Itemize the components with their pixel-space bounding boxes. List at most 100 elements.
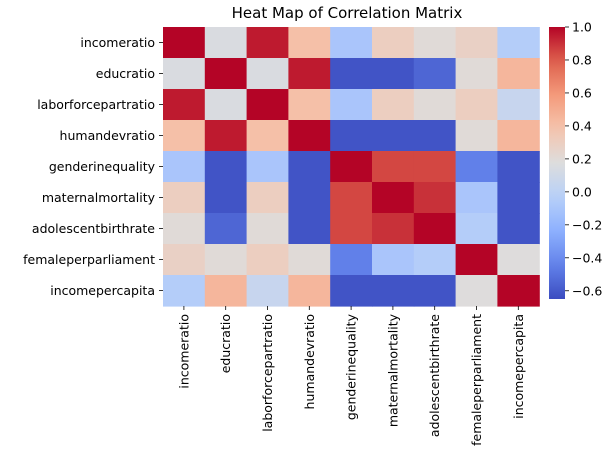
heatmap-cell-laborforcepartratio-incomeratio bbox=[163, 89, 206, 121]
heatmap-cell-incomeratio-adolescentbirthrate bbox=[413, 27, 457, 59]
y-tick-label: adolescentbirthrate bbox=[32, 221, 155, 236]
heatmap-cell-adolescentbirthrate-genderinequality bbox=[330, 213, 373, 245]
heatmap-cell-femaleperparliament-humandevratio bbox=[288, 244, 331, 276]
heatmap-cell-femaleperparliament-laborforcepartratio bbox=[246, 244, 289, 276]
y-tick-label: humandevratio bbox=[60, 128, 155, 143]
heatmap-cell-femaleperparliament-femaleperparliament bbox=[455, 244, 498, 276]
heatmap-cell-incomepercapita-incomeratio bbox=[163, 275, 206, 307]
y-tick-label: laborforcepartratio bbox=[37, 97, 155, 112]
heatmap-cell-maternalmortality-humandevratio bbox=[288, 182, 331, 214]
heatmap-cell-incomeratio-incomeratio bbox=[163, 27, 206, 59]
heatmap-cell-genderinequality-incomeratio bbox=[163, 151, 206, 183]
heatmap-cell-adolescentbirthrate-humandevratio bbox=[288, 213, 331, 245]
heatmap-cell-laborforcepartratio-incomepercapita bbox=[497, 89, 540, 121]
heatmap-cell-laborforcepartratio-humandevratio bbox=[288, 89, 331, 121]
heatmap-cell-educratio-educratio bbox=[204, 58, 248, 90]
heatmap-cell-maternalmortality-laborforcepartratio bbox=[246, 182, 289, 214]
heatmap-cell-maternalmortality-adolescentbirthrate bbox=[413, 182, 457, 214]
heatmap-cell-incomepercapita-incomepercapita bbox=[497, 275, 540, 307]
heatmap-cell-humandevratio-adolescentbirthrate bbox=[413, 120, 457, 152]
x-tick-label: educratio bbox=[218, 314, 233, 373]
heatmap-cell-genderinequality-educratio bbox=[204, 151, 248, 183]
heatmap-cell-educratio-femaleperparliament bbox=[455, 58, 498, 90]
heatmap-cell-genderinequality-laborforcepartratio bbox=[246, 151, 289, 183]
heatmap-cell-femaleperparliament-adolescentbirthrate bbox=[413, 244, 457, 276]
heatmap-cell-adolescentbirthrate-femaleperparliament bbox=[455, 213, 498, 245]
heatmap-cell-genderinequality-adolescentbirthrate bbox=[413, 151, 457, 183]
heatmap-cell-educratio-incomeratio bbox=[163, 58, 206, 90]
heatmap-cell-adolescentbirthrate-adolescentbirthrate bbox=[413, 213, 457, 245]
heatmap-cell-incomepercapita-humandevratio bbox=[288, 275, 331, 307]
heatmap-cell-educratio-laborforcepartratio bbox=[246, 58, 289, 90]
heatmap-cell-genderinequality-maternalmortality bbox=[372, 151, 415, 183]
heatmap-cell-laborforcepartratio-adolescentbirthrate bbox=[413, 89, 457, 121]
colorbar: 1.0 0.8 0.6 0.4 0.2 0.0 −0.2 −0.4 −0.6 bbox=[549, 20, 602, 299]
heatmap-cell-femaleperparliament-incomepercapita bbox=[497, 244, 540, 276]
x-tick-label: laborforcepartratio bbox=[260, 314, 275, 432]
heatmap-cell-incomeratio-laborforcepartratio bbox=[246, 27, 289, 59]
heatmap-cell-maternalmortality-incomepercapita bbox=[497, 182, 540, 214]
y-tick-label: maternalmortality bbox=[42, 190, 156, 205]
heatmap-cell-laborforcepartratio-maternalmortality bbox=[372, 89, 415, 121]
heatmap-cell-adolescentbirthrate-incomepercapita bbox=[497, 213, 540, 245]
x-tick-label: incomeratio bbox=[176, 314, 191, 389]
colorbar-tick-label: 0.6 bbox=[572, 85, 592, 100]
colorbar-tick-label: 0.2 bbox=[572, 151, 592, 166]
heatmap-cell-genderinequality-incomepercapita bbox=[497, 151, 540, 183]
heatmap-cell-genderinequality-humandevratio bbox=[288, 151, 331, 183]
y-tick-label: femaleperparliament bbox=[23, 252, 155, 267]
heatmap-cell-maternalmortality-genderinequality bbox=[330, 182, 373, 214]
heatmap-cell-incomeratio-humandevratio bbox=[288, 27, 331, 59]
heatmap-cell-incomepercapita-laborforcepartratio bbox=[246, 275, 289, 307]
y-tick-label: incomeratio bbox=[80, 35, 155, 50]
heatmap-cell-humandevratio-incomepercapita bbox=[497, 120, 540, 152]
heatmap-cell-maternalmortality-educratio bbox=[204, 182, 248, 214]
heatmap-cell-adolescentbirthrate-maternalmortality bbox=[372, 213, 415, 245]
heatmap-cell-humandevratio-educratio bbox=[204, 120, 248, 152]
heatmap-cell-incomeratio-incomepercapita bbox=[497, 27, 540, 59]
colorbar-tick-label: −0.6 bbox=[572, 283, 602, 298]
heatmap-cell-maternalmortality-maternalmortality bbox=[372, 182, 415, 214]
heatmap-cell-laborforcepartratio-femaleperparliament bbox=[455, 89, 498, 121]
heatmap-cell-maternalmortality-femaleperparliament bbox=[455, 182, 498, 214]
y-tick-label: genderinequality bbox=[49, 159, 156, 174]
x-tick-label: humandevratio bbox=[302, 314, 317, 409]
heatmap-cell-humandevratio-humandevratio bbox=[288, 120, 331, 152]
colorbar-tick-label: 0.4 bbox=[572, 118, 592, 133]
heatmap-cell-femaleperparliament-maternalmortality bbox=[372, 244, 415, 276]
heatmap-cell-incomepercapita-adolescentbirthrate bbox=[413, 275, 457, 307]
heatmap-cell-femaleperparliament-genderinequality bbox=[330, 244, 373, 276]
heatmap-cell-educratio-adolescentbirthrate bbox=[413, 58, 457, 90]
colorbar-tick-label: 0.8 bbox=[572, 52, 592, 67]
heatmap-cell-educratio-humandevratio bbox=[288, 58, 331, 90]
heatmap-cell-educratio-maternalmortality bbox=[372, 58, 415, 90]
x-tick-label: genderinequality bbox=[344, 313, 359, 420]
heatmap-cell-incomepercapita-genderinequality bbox=[330, 275, 373, 307]
colorbar-gradient bbox=[549, 27, 565, 299]
heatmap-cell-genderinequality-genderinequality bbox=[330, 151, 373, 183]
heatmap-cell-humandevratio-incomeratio bbox=[163, 120, 206, 152]
y-tick-label: incomepercapita bbox=[50, 283, 155, 298]
x-tick-label: adolescentbirthrate bbox=[427, 314, 442, 437]
heatmap-cell-genderinequality-femaleperparliament bbox=[455, 151, 498, 183]
x-tick-label: femaleperparliament bbox=[469, 314, 484, 446]
heatmap-cell-incomeratio-genderinequality bbox=[330, 27, 373, 59]
heatmap-cell-incomeratio-maternalmortality bbox=[372, 27, 415, 59]
heatmap-cell-adolescentbirthrate-incomeratio bbox=[163, 213, 206, 245]
heatmap-cell-laborforcepartratio-educratio bbox=[204, 89, 248, 121]
heatmap-cell-maternalmortality-incomeratio bbox=[163, 182, 206, 214]
heatmap-cell-adolescentbirthrate-educratio bbox=[204, 213, 248, 245]
colorbar-tick-label: −0.4 bbox=[572, 250, 602, 265]
heatmap-cell-incomeratio-femaleperparliament bbox=[455, 27, 498, 59]
x-tick-labels: incomeratio educratio laborforcepartratio h… bbox=[176, 306, 526, 446]
y-tick-label: educratio bbox=[96, 66, 155, 81]
heatmap-cell-humandevratio-femaleperparliament bbox=[455, 120, 498, 152]
heatmap-cell-humandevratio-maternalmortality bbox=[372, 120, 415, 152]
heatmap-cell-adolescentbirthrate-laborforcepartratio bbox=[246, 213, 289, 245]
heatmap-cell-incomepercapita-educratio bbox=[204, 275, 248, 307]
heatmap-cell-humandevratio-laborforcepartratio bbox=[246, 120, 289, 152]
heatmap-cell-femaleperparliament-educratio bbox=[204, 244, 248, 276]
heatmap-cell-laborforcepartratio-laborforcepartratio bbox=[246, 89, 289, 121]
heatmap-cell-femaleperparliament-incomeratio bbox=[163, 244, 206, 276]
